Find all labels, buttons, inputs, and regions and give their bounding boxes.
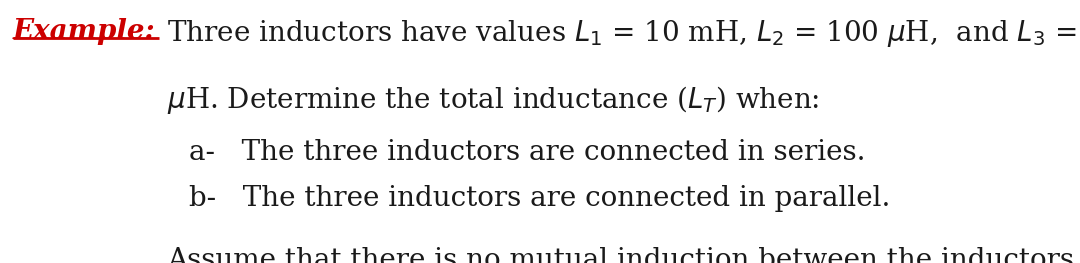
Text: a-   The three inductors are connected in series.: a- The three inductors are connected in … xyxy=(189,139,865,166)
Text: Example:: Example: xyxy=(13,18,156,45)
Text: Three inductors have values $L_1$ = 10 mH, $L_2$ = 100 $\mu$H,  and $L_3$ = 500: Three inductors have values $L_1$ = 10 m… xyxy=(167,18,1080,49)
Text: b-   The three inductors are connected in parallel.: b- The three inductors are connected in … xyxy=(189,185,890,213)
Text: Assume that there is no mutual induction between the inductors.: Assume that there is no mutual induction… xyxy=(167,247,1080,263)
Text: $\mu$H. Determine the total inductance ($L_T$) when:: $\mu$H. Determine the total inductance (… xyxy=(167,84,820,116)
